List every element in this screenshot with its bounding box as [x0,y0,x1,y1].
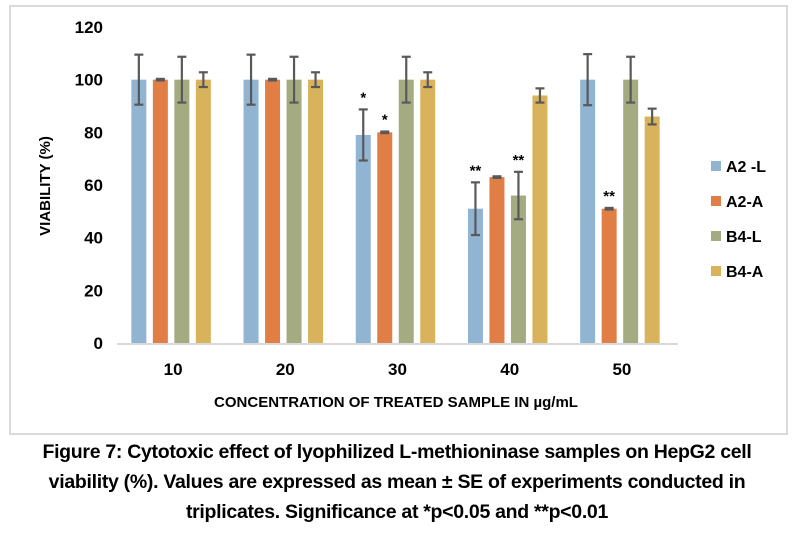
y-axis-ticks: 0 20 40 60 80 100 120 [75,18,103,353]
legend-label: A2-A [726,194,764,211]
bar [532,95,548,343]
legend-label: A2 -L [726,159,766,176]
bar-group-20 [243,53,324,344]
bar-group-30: ** [355,55,436,344]
x-axis-title: CONCENTRATION OF TREATED SAMPLE IN µg/mL [214,394,578,411]
bar [420,79,436,344]
bar-group-50: ** [580,53,660,344]
bar [644,116,660,344]
bar [467,208,483,343]
bar [243,79,259,344]
y-axis-title: VIABILITY (%) [37,136,54,236]
significance-marker: ** [470,162,482,179]
y-tick-label: 80 [84,123,103,142]
bar [286,79,302,344]
bar [131,79,147,344]
y-tick-label: 0 [94,334,103,353]
legend-swatch [711,266,721,276]
legend-item: A2-A [711,194,764,211]
caption-line: triplicates. Significance at *p<0.05 and… [185,501,609,523]
caption-line: viability (%). Values are expressed as m… [48,471,746,493]
legend-item: B4-A [711,264,764,281]
bar [377,132,393,343]
legend-item: A2 -L [711,159,766,176]
x-tick-label: 20 [276,360,295,379]
y-tick-label: 120 [75,18,103,37]
significance-marker: ** [513,152,525,169]
legend-swatch [711,196,721,206]
bar-group-40: ** ** [467,87,548,343]
bar [623,79,639,344]
y-tick-label: 40 [84,229,103,248]
bar [265,79,281,344]
caption-line: Figure 7: Cytotoxic effect of lyophilize… [42,441,752,463]
x-tick-label: 30 [388,360,407,379]
bar [398,79,414,344]
bar [174,79,190,344]
bar [308,79,324,344]
chart-frame [9,5,788,435]
legend-item: B4-L [711,229,762,246]
bar [601,208,617,343]
significance-marker: * [382,112,388,129]
x-axis-ticks: 10 20 30 40 50 [164,360,632,379]
legend: A2 -L A2-A B4-L B4-A [711,159,766,281]
x-tick-label: 10 [164,360,183,379]
bars: ******** [131,53,660,344]
significance-marker: ** [603,188,615,205]
legend-swatch [711,161,721,171]
bar [355,134,371,343]
figure-caption: Figure 7: Cytotoxic effect of lyophilize… [0,437,794,527]
bar [489,177,505,343]
y-tick-label: 100 [75,71,103,90]
y-tick-label: 20 [84,281,103,300]
y-tick-label: 60 [84,176,103,195]
legend-swatch [711,231,721,241]
legend-label: B4-A [726,264,764,281]
x-tick-label: 40 [500,360,519,379]
bar [152,79,168,344]
bar [580,79,596,344]
bar [195,79,211,344]
x-tick-label: 50 [612,360,631,379]
significance-marker: * [360,89,366,106]
bar [510,195,526,343]
legend-label: B4-L [726,229,762,246]
bar-group-10 [131,53,211,344]
